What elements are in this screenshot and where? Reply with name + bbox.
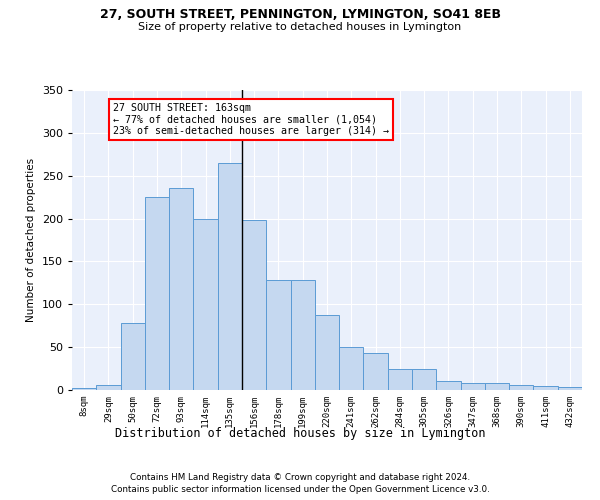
Bar <box>121 323 145 390</box>
Bar <box>364 353 388 390</box>
Bar <box>145 197 169 390</box>
Bar <box>339 347 364 390</box>
Bar <box>218 163 242 390</box>
Bar <box>72 388 96 390</box>
Bar <box>242 220 266 390</box>
Bar <box>290 280 315 390</box>
Bar <box>96 385 121 390</box>
Bar <box>509 385 533 390</box>
Text: 27, SOUTH STREET, PENNINGTON, LYMINGTON, SO41 8EB: 27, SOUTH STREET, PENNINGTON, LYMINGTON,… <box>100 8 500 20</box>
Bar <box>315 316 339 390</box>
Text: Contains HM Land Registry data © Crown copyright and database right 2024.: Contains HM Land Registry data © Crown c… <box>130 472 470 482</box>
Text: 27 SOUTH STREET: 163sqm
← 77% of detached houses are smaller (1,054)
23% of semi: 27 SOUTH STREET: 163sqm ← 77% of detache… <box>113 103 389 136</box>
Bar <box>266 280 290 390</box>
Y-axis label: Number of detached properties: Number of detached properties <box>26 158 36 322</box>
Bar <box>558 386 582 390</box>
Bar <box>388 368 412 390</box>
Bar <box>436 380 461 390</box>
Bar <box>533 386 558 390</box>
Text: Contains public sector information licensed under the Open Government Licence v3: Contains public sector information licen… <box>110 485 490 494</box>
Bar <box>169 188 193 390</box>
Text: Distribution of detached houses by size in Lymington: Distribution of detached houses by size … <box>115 428 485 440</box>
Text: Size of property relative to detached houses in Lymington: Size of property relative to detached ho… <box>139 22 461 32</box>
Bar <box>193 218 218 390</box>
Bar <box>485 383 509 390</box>
Bar <box>412 368 436 390</box>
Bar <box>461 383 485 390</box>
